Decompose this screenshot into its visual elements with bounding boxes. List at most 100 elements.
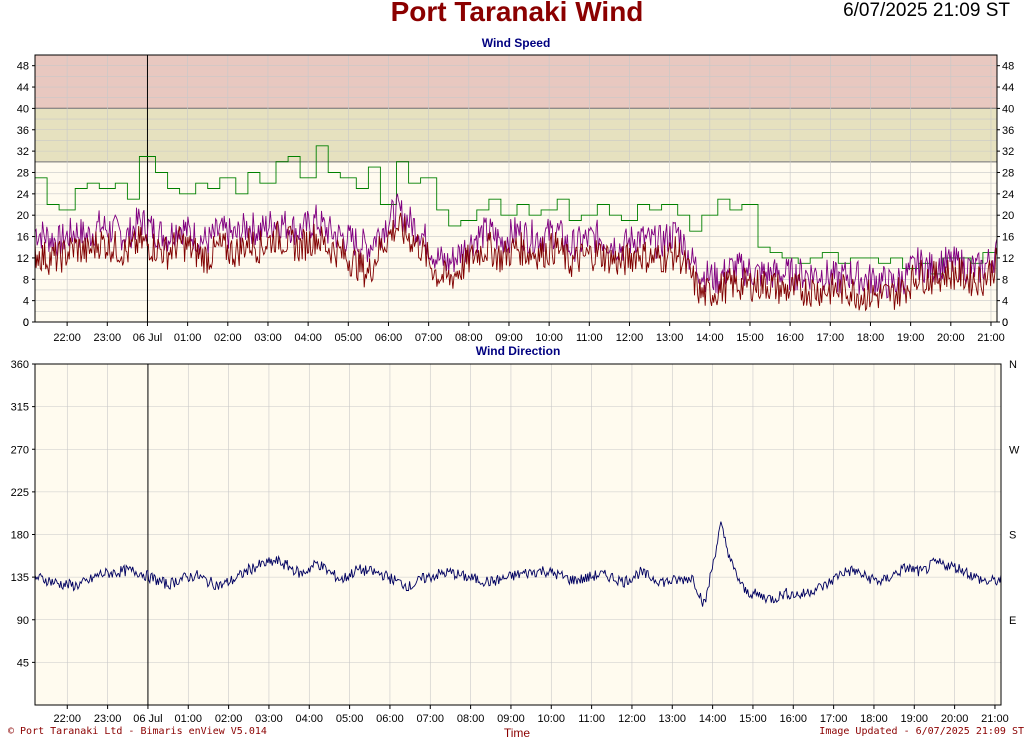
x-tick-label: 13:00 [659, 713, 687, 725]
x-axis-label: Time [504, 726, 531, 740]
panel-title: Wind Speed [482, 36, 551, 50]
y-tick-label-left: 135 [11, 572, 29, 584]
x-tick-label: 05:00 [336, 713, 364, 725]
y-tick-label-left: 12 [17, 253, 29, 265]
x-tick-label: 03:00 [254, 332, 282, 344]
x-tick-label: 09:00 [495, 332, 523, 344]
x-tick-label: 06:00 [376, 713, 404, 725]
y-tick-label-left: 4 [23, 296, 29, 308]
y-tick-label-left: 32 [17, 146, 29, 158]
y-tick-label-left: 16 [17, 232, 29, 244]
y-tick-label-left: 8 [23, 274, 29, 286]
y-tick-label-right: 0 [1002, 317, 1008, 329]
y-tick-label-left: 45 [17, 657, 29, 669]
x-tick-label: 01:00 [175, 713, 203, 725]
x-tick-label: 07:00 [415, 332, 443, 344]
x-tick-label: 01:00 [174, 332, 202, 344]
x-tick-label: 23:00 [94, 332, 122, 344]
y-tick-label-right: 0 [1002, 317, 1008, 329]
compass-label: S [1009, 530, 1016, 542]
x-tick-label: 11:00 [576, 332, 603, 344]
x-tick-label: 10:00 [535, 332, 563, 344]
y-tick-label-right: 8 [1002, 274, 1008, 286]
x-tick-label: 04:00 [296, 713, 324, 725]
x-tick-label: 21:00 [977, 332, 1005, 344]
x-tick-label: 14:00 [699, 713, 727, 725]
x-tick-label: 18:00 [860, 713, 888, 725]
x-tick-label: 16:00 [780, 713, 808, 725]
x-tick-label: 15:00 [739, 713, 767, 725]
x-tick-label: 17:00 [820, 713, 848, 725]
plot-frame [34, 363, 1002, 706]
x-tick-label: 06 Jul [133, 713, 162, 725]
threshold-band [35, 55, 997, 109]
compass-label: N [1009, 359, 1017, 371]
wind-speed-panel: 22:00 23:00 06 Jul 01:00 02:00 03:00 04:00 05:0… [17, 36, 1015, 344]
y-tick-label-right: 4 [1002, 296, 1008, 308]
x-tick-label: 09:00 [497, 713, 525, 725]
x-tick-label: 20:00 [941, 713, 969, 725]
y-tick-label-left: 40 [17, 103, 29, 115]
x-tick-label: 21:00 [981, 713, 1009, 725]
series-line [35, 145, 998, 275]
footer-updated: Image Updated - 6/07/2025 21:09 ST [819, 726, 1024, 737]
page-title: Port Taranaki Wind [390, 0, 644, 27]
y-tick-label-right: 28 [1002, 167, 1014, 179]
x-tick-label: 12:00 [616, 332, 644, 344]
x-tick-label: 08:00 [457, 713, 485, 725]
y-tick-label-right: 12 [1002, 253, 1014, 265]
y-tick-label-left: 90 [17, 615, 29, 627]
x-tick-label: 02:00 [215, 713, 243, 725]
x-tick-label: 20:00 [937, 332, 965, 344]
y-tick-label-right: 40 [1002, 103, 1014, 115]
header-timestamp: 6/07/2025 21:09 ST [843, 0, 1010, 21]
panel-title: Wind Direction [476, 344, 561, 358]
x-tick-label: 07:00 [417, 713, 445, 725]
x-tick-label: 06 Jul [133, 332, 162, 344]
y-tick-label-left: 270 [11, 444, 29, 456]
compass-label: W [1009, 444, 1020, 456]
y-tick-label-left: 315 [11, 402, 29, 414]
y-tick-label-right: 32 [1002, 146, 1014, 158]
y-tick-label-left: 44 [17, 82, 29, 94]
y-tick-label-right: 16 [1002, 232, 1014, 244]
x-tick-label: 19:00 [901, 713, 929, 725]
y-tick-label-left: 180 [11, 530, 29, 542]
x-tick-label: 22:00 [54, 713, 82, 725]
y-tick-label-left: 36 [17, 125, 29, 137]
x-tick-label: 14:00 [696, 332, 724, 344]
x-tick-label: 13:00 [656, 332, 684, 344]
x-tick-label: 22:00 [53, 332, 81, 344]
plot-frame [34, 54, 998, 323]
x-tick-label: 04:00 [294, 332, 322, 344]
x-tick-label: 16:00 [776, 332, 804, 344]
x-tick-label: 05:00 [335, 332, 363, 344]
x-tick-label: 17:00 [817, 332, 845, 344]
wind-direction-panel: 22:00 23:00 06 Jul 01:00 02:00 03:00 04:00 05:0… [11, 344, 1020, 725]
x-tick-label: 15:00 [736, 332, 764, 344]
y-tick-label-right: 36 [1002, 125, 1014, 137]
threshold-band [35, 108, 997, 162]
y-tick-label-right: 24 [1002, 189, 1014, 201]
y-tick-label-right: 20 [1002, 210, 1014, 222]
y-tick-label-left: 360 [11, 359, 29, 371]
y-tick-label-left: 0 [23, 317, 29, 329]
x-tick-label: 10:00 [538, 713, 566, 725]
y-tick-label-left: 0 [23, 317, 29, 329]
x-tick-label: 19:00 [897, 332, 925, 344]
y-tick-label-right: 48 [1002, 61, 1014, 73]
y-tick-label-left: 28 [17, 167, 29, 179]
series-line [34, 521, 1002, 607]
y-tick-label-left: 24 [17, 189, 29, 201]
x-tick-label: 03:00 [255, 713, 283, 725]
x-tick-label: 23:00 [94, 713, 122, 725]
x-tick-label: 18:00 [857, 332, 885, 344]
y-tick-label-left: 225 [11, 487, 29, 499]
x-tick-label: 11:00 [578, 713, 605, 725]
x-tick-label: 06:00 [375, 332, 403, 344]
x-tick-label: 02:00 [214, 332, 242, 344]
x-tick-label: 08:00 [455, 332, 483, 344]
y-tick-label-right: 44 [1002, 82, 1014, 94]
footer-copyright: © Port Taranaki Ltd - Bimaris enView V5.… [8, 726, 267, 737]
